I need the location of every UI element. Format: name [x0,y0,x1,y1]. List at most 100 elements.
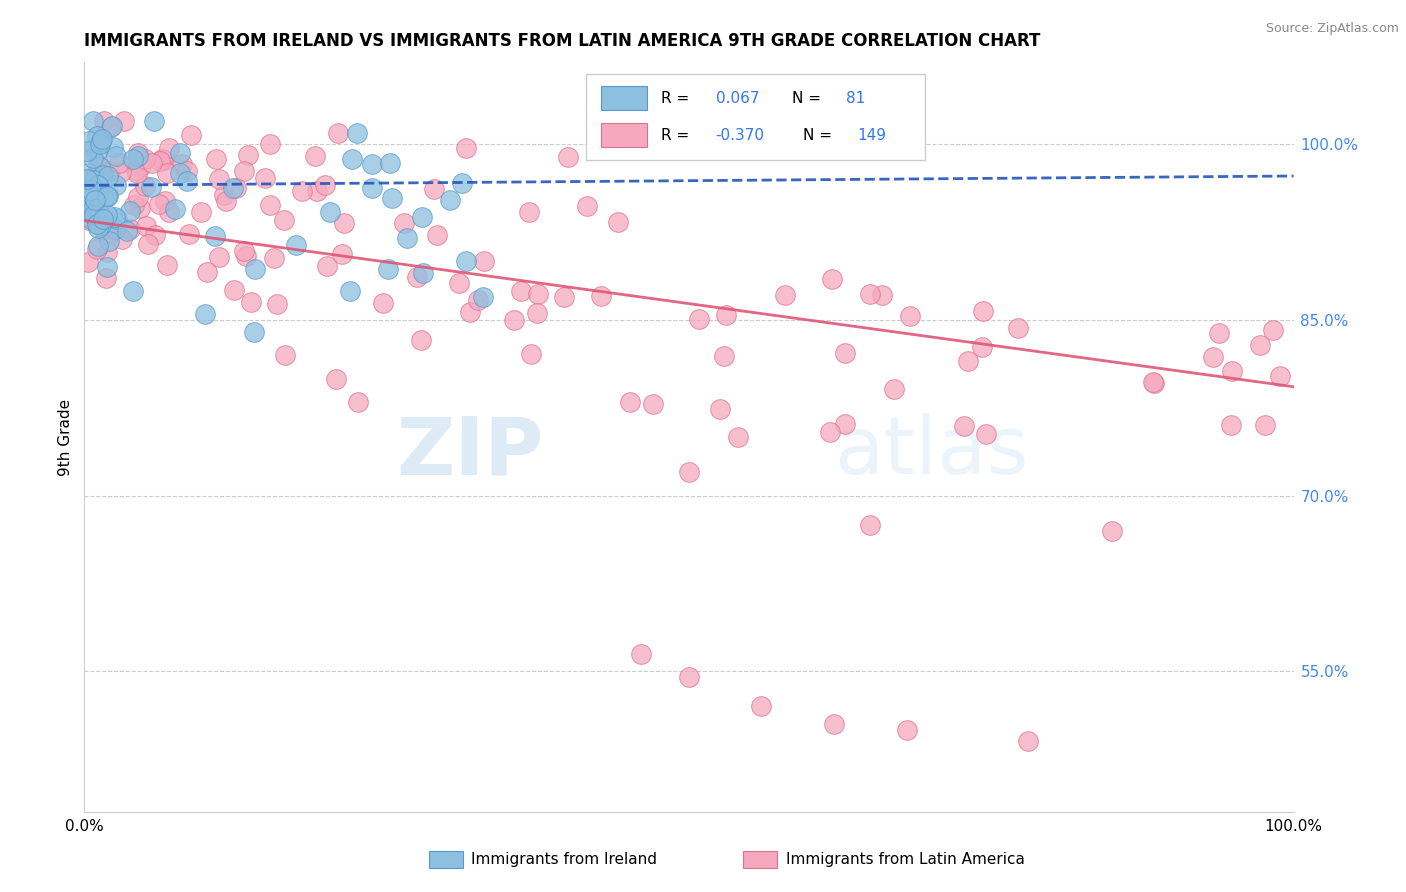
Point [454,141,477,155]
Point [688,312,710,326]
Point [517,205,540,219]
Point [204,229,226,244]
Point [205,152,228,166]
Point [641,397,664,411]
Text: 0.067: 0.067 [716,91,759,106]
Point [678,670,700,684]
Point [619,395,641,409]
Point [76,172,98,186]
Point [100,225,122,239]
Point [259,198,281,212]
Point [111,232,134,246]
Point [208,172,231,186]
Point [87,221,110,235]
Point [87,178,110,193]
Point [91,168,114,182]
Point [100,164,122,178]
Point [1253,418,1275,433]
Point [1220,363,1243,377]
Point [91,213,114,227]
Point [143,227,166,242]
Point [96,245,118,260]
Point [77,213,100,227]
Point [236,148,259,162]
Point [75,190,97,204]
Point [576,199,599,213]
Point [235,249,257,263]
Point [953,418,976,433]
Point [713,349,735,363]
Point [104,222,127,236]
Point [156,258,179,272]
FancyBboxPatch shape [429,852,463,868]
Point [224,283,246,297]
Point [87,238,110,252]
Point [82,114,104,128]
Point [108,156,131,170]
Point [330,247,353,261]
Point [134,179,156,194]
Point [1007,320,1029,334]
Point [112,114,135,128]
Point [136,237,159,252]
Point [82,195,104,210]
Text: -0.370: -0.370 [716,128,765,143]
Point [974,426,997,441]
Point [606,215,628,229]
Point [1220,418,1243,433]
Text: IMMIGRANTS FROM IRELAND VS IMMIGRANTS FROM LATIN AMERICA 9TH GRADE CORRELATION C: IMMIGRANTS FROM IRELAND VS IMMIGRANTS FR… [84,32,1040,50]
Point [129,159,152,173]
Point [194,307,217,321]
Point [134,152,156,166]
Point [454,254,477,268]
Point [243,262,266,277]
Point [79,212,101,227]
Point [139,180,162,194]
Point [557,150,579,164]
Point [93,114,115,128]
Text: 81: 81 [846,91,865,106]
Point [263,251,285,265]
Point [1249,337,1271,351]
Point [451,176,474,190]
Point [96,189,118,203]
Point [76,144,98,158]
Point [467,293,489,307]
Point [141,156,163,170]
FancyBboxPatch shape [586,74,925,160]
Point [232,244,254,259]
Point [122,152,145,166]
Point [956,353,979,368]
Text: 149: 149 [858,128,886,143]
Point [86,128,108,143]
Point [273,212,295,227]
Point [215,194,238,209]
Point [859,286,882,301]
Point [100,120,122,134]
Text: R =: R = [661,91,695,106]
Point [172,157,194,171]
Point [240,295,263,310]
Text: R =: R = [661,128,695,143]
Point [96,208,118,222]
Point [156,165,179,179]
Point [373,295,395,310]
Point [77,211,100,225]
Point [214,188,236,202]
Point [149,154,172,169]
Point [773,288,796,302]
Point [502,313,524,327]
Text: atlas: atlas [834,413,1028,491]
Point [898,309,921,323]
Point [83,199,105,213]
Point [821,272,844,286]
Point [834,345,856,359]
Point [105,211,128,226]
Point [89,137,111,152]
Point [883,382,905,396]
Point [77,134,100,148]
Point [378,155,401,169]
Point [120,203,142,218]
Point [83,169,105,184]
Point [709,401,731,416]
